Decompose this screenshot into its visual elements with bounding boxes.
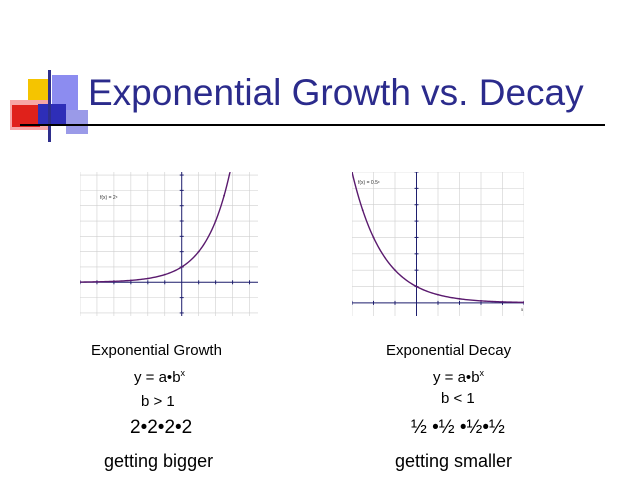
data-point — [437, 293, 439, 296]
decay-condition: b < 1 — [441, 390, 475, 407]
decor-vertical-bar — [48, 70, 51, 142]
growth-formula: y = a•bx — [134, 368, 185, 386]
growth-description: getting bigger — [104, 451, 214, 471]
decor-square-red — [12, 105, 40, 127]
data-point — [129, 279, 132, 282]
data-point — [229, 172, 231, 173]
decay-example: ½ •½ •½•½ — [411, 417, 505, 438]
data-point — [458, 297, 461, 300]
data-point — [197, 250, 200, 253]
decay-label: Exponential Decay — [386, 342, 512, 359]
data-point — [501, 300, 504, 303]
data-point — [80, 281, 81, 283]
data-point — [163, 273, 166, 276]
data-point — [415, 285, 418, 288]
growth-chart: f(x) = 2ˣ — [80, 172, 258, 316]
slide-title: Exponential Growth vs. Decay — [88, 72, 584, 113]
decor-square-blue — [38, 104, 66, 126]
decor-square-yellow — [28, 79, 50, 105]
series-line — [80, 172, 231, 283]
data-point — [352, 172, 353, 173]
data-point — [96, 280, 98, 283]
data-point — [223, 194, 225, 197]
growth-label: Exponential Growth — [91, 342, 222, 359]
x-tick-label: 5 — [521, 307, 524, 312]
decor-square-periwinkle — [66, 110, 88, 134]
data-point — [361, 209, 364, 212]
function-label: f(x) = 2ˣ — [100, 195, 118, 201]
data-point — [394, 269, 396, 272]
decay-chart: f(x) = 0.5ˣ-55 — [352, 172, 524, 316]
function-label: f(x) = 0.5ˣ — [358, 180, 380, 186]
decay-formula-exponent: x — [479, 368, 485, 378]
data-point — [480, 299, 482, 302]
decay-description: getting smaller — [395, 451, 513, 471]
data-point — [214, 220, 217, 222]
title-underline — [20, 124, 605, 126]
data-point — [372, 236, 375, 239]
growth-formula-exponent: x — [180, 368, 186, 378]
growth-condition: b > 1 — [141, 393, 175, 410]
data-point — [180, 266, 183, 268]
data-point — [523, 301, 524, 304]
growth-example: 2•2•2•2 — [130, 417, 193, 438]
data-point — [146, 277, 149, 280]
decay-formula-base: y = a•b — [433, 369, 480, 386]
data-point — [113, 280, 115, 283]
growth-formula-base: y = a•b — [134, 369, 181, 386]
decay-formula: y = a•bx — [433, 368, 484, 386]
